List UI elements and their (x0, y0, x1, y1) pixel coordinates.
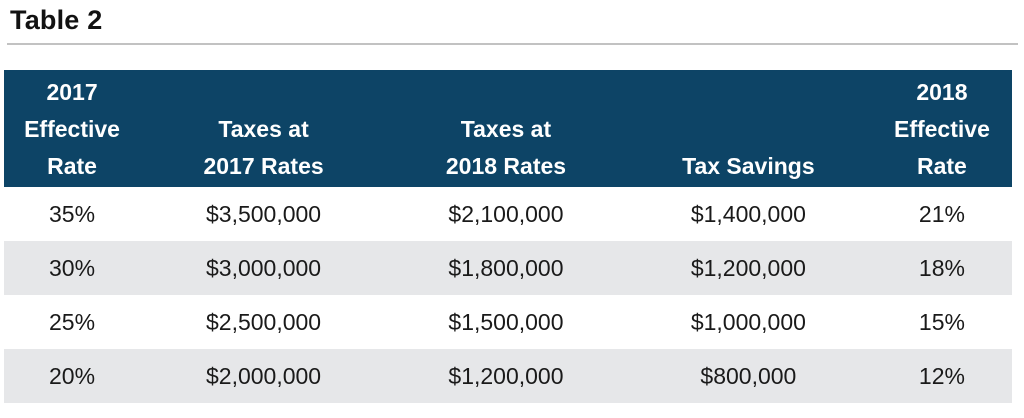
cell-tax-savings: $1,200,000 (690, 254, 806, 281)
title-divider (7, 43, 1018, 45)
header-line: Effective (24, 116, 120, 142)
table-row: 35% $3,500,000 $2,100,000 $1,400,000 21% (4, 187, 1012, 241)
cell-2018-effective-rate: 12% (918, 362, 965, 389)
cell-taxes-at-2018-rates: $1,200,000 (448, 362, 564, 389)
cell-taxes-at-2017-rates: $2,000,000 (205, 362, 322, 389)
header-line: 2018 (916, 79, 968, 105)
cell-tax-savings: $1,400,000 (690, 200, 806, 227)
header-line: Rate (47, 153, 97, 179)
cell-2017-effective-rate: 30% (49, 254, 96, 281)
cell-tax-savings: $1,000,000 (690, 308, 806, 335)
header-line: 2017 (46, 79, 98, 105)
header-line: Rate (917, 153, 967, 179)
tax-comparison-table: 2017 Effective Rate Taxes at 2017 Rates … (4, 70, 1012, 403)
cell-2017-effective-rate: 35% (49, 200, 96, 227)
cell-2017-effective-rate: 25% (49, 308, 96, 335)
cell-2017-effective-rate: 20% (49, 362, 96, 389)
cell-2018-effective-rate: 18% (918, 254, 965, 281)
column-header-taxes-at-2017-rates: Taxes at 2017 Rates (140, 70, 388, 187)
header-line: 2018 Rates (445, 153, 567, 179)
header-line: Effective (893, 116, 990, 142)
cell-taxes-at-2017-rates: $3,500,000 (205, 200, 322, 227)
cell-taxes-at-2018-rates: $1,800,000 (448, 254, 564, 281)
column-header-2017-effective-rate: 2017 Effective Rate (4, 70, 141, 187)
header-line: Taxes at (460, 116, 552, 142)
cell-2018-effective-rate: 21% (918, 200, 965, 227)
cell-2018-effective-rate: 15% (918, 308, 965, 335)
cell-taxes-at-2017-rates: $3,000,000 (205, 254, 322, 281)
header-row: 2017 Effective Rate Taxes at 2017 Rates … (4, 70, 1012, 187)
header-line: 2017 Rates (203, 153, 324, 179)
column-header-taxes-at-2018-rates: Taxes at 2018 Rates (387, 70, 625, 187)
table-row: 25% $2,500,000 $1,500,000 $1,000,000 15% (4, 295, 1012, 349)
table-row: 30% $3,000,000 $1,800,000 $1,200,000 18% (4, 241, 1012, 295)
header-line: Taxes at (218, 116, 309, 142)
cell-tax-savings: $800,000 (700, 362, 797, 389)
cell-taxes-at-2017-rates: $2,500,000 (205, 308, 322, 335)
column-header-2018-effective-rate: 2018 Effective Rate (871, 70, 1012, 187)
table-title: Table 2 (10, 5, 103, 35)
cell-taxes-at-2018-rates: $1,500,000 (448, 308, 564, 335)
table-row: 20% $2,000,000 $1,200,000 $800,000 12% (4, 349, 1012, 403)
column-header-tax-savings: Tax Savings (624, 70, 872, 187)
header-line: Tax Savings (682, 153, 815, 179)
cell-taxes-at-2018-rates: $2,100,000 (448, 200, 564, 227)
